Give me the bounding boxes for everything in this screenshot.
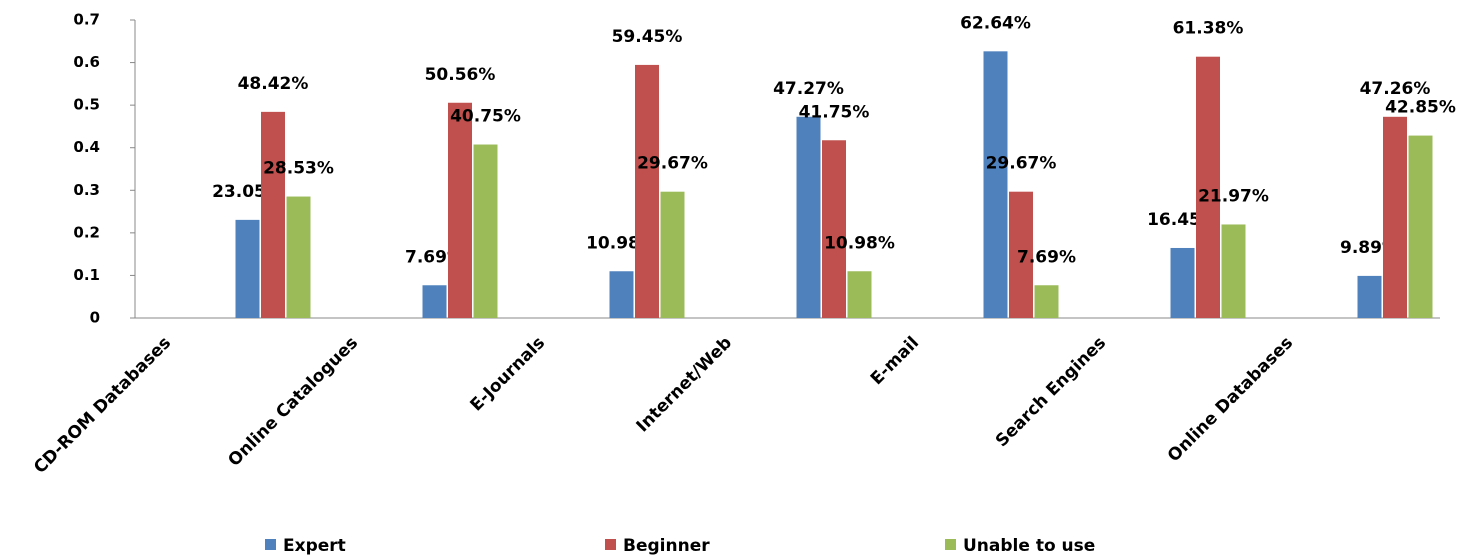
legend-swatch xyxy=(605,539,616,550)
bar xyxy=(448,102,472,319)
y-tick-label: 0.6 xyxy=(73,53,100,71)
value-label: 7.69% xyxy=(1017,247,1076,267)
bar xyxy=(847,271,872,318)
y-tick-label: 0.1 xyxy=(73,266,100,284)
value-label: 48.42% xyxy=(238,74,309,94)
value-label: 40.75% xyxy=(450,107,521,127)
legend-swatch xyxy=(265,539,276,550)
value-label: 10.98% xyxy=(824,233,895,253)
y-tick-label: 0.4 xyxy=(73,138,100,156)
bar xyxy=(609,271,634,318)
bar xyxy=(1383,116,1407,318)
y-tick-label: 0.2 xyxy=(73,223,100,241)
x-tick-label: Search Engines xyxy=(992,333,1110,451)
x-tick-label: Online Databases xyxy=(1164,333,1297,466)
y-tick-label: 0.7 xyxy=(73,11,100,29)
value-label: 62.64% xyxy=(960,13,1031,33)
y-tick-label: 0.5 xyxy=(73,96,100,114)
value-label: 28.53% xyxy=(263,159,334,179)
bar xyxy=(1221,224,1246,318)
x-tick-label: E-mail xyxy=(867,333,923,389)
value-label: 61.38% xyxy=(1173,19,1244,39)
bar xyxy=(235,219,260,318)
bar xyxy=(822,140,846,318)
bar xyxy=(1196,56,1220,319)
y-tick-label: 0 xyxy=(90,309,100,327)
bar xyxy=(1009,191,1033,318)
bar xyxy=(983,51,1008,318)
bar xyxy=(422,285,447,318)
legend-label: Unable to use xyxy=(963,536,1095,556)
bar xyxy=(1408,135,1433,318)
bar xyxy=(635,64,659,318)
legend-label: Beginner xyxy=(623,536,710,556)
bar xyxy=(796,116,821,318)
value-label: 47.27% xyxy=(773,79,844,99)
bar xyxy=(1170,247,1195,318)
bar xyxy=(261,111,285,318)
y-tick-label: 0.3 xyxy=(73,181,100,199)
bar xyxy=(473,144,498,318)
value-label: 41.75% xyxy=(799,102,870,122)
bar xyxy=(286,196,311,318)
legend-swatch xyxy=(945,539,956,550)
value-label: 59.45% xyxy=(612,27,683,47)
value-label: 29.67% xyxy=(986,154,1057,174)
x-tick-label: Internet/Web xyxy=(633,333,736,436)
value-label: 29.67% xyxy=(637,154,708,174)
x-tick-label: CD-ROM Databases xyxy=(30,333,175,478)
x-tick-label: Online Catalogues xyxy=(224,333,362,471)
value-label: 47.26% xyxy=(1360,79,1431,99)
x-tick-label: E-Journals xyxy=(467,333,550,416)
bar xyxy=(1357,275,1382,318)
bar xyxy=(1034,285,1059,318)
value-label: 42.85% xyxy=(1385,98,1456,118)
legend-label: Expert xyxy=(283,536,346,556)
bar xyxy=(660,191,685,318)
value-label: 21.97% xyxy=(1198,186,1269,206)
value-label: 50.56% xyxy=(425,65,496,85)
